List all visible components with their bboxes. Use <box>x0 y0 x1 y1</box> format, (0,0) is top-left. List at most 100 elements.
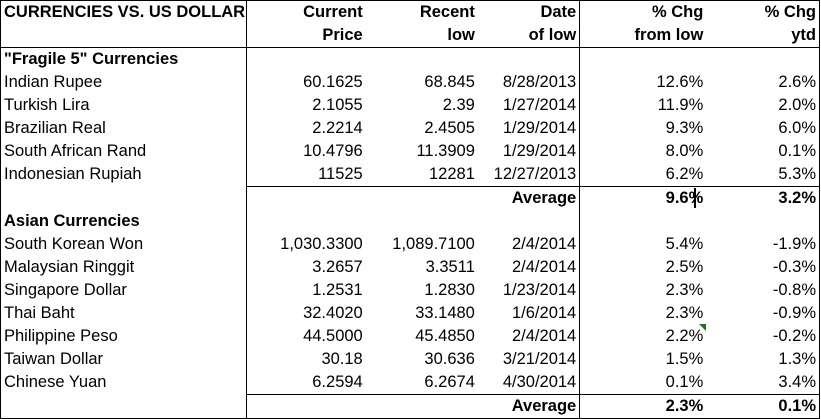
section-label-fragile[interactable]: "Fragile 5" Currencies <box>0 47 247 71</box>
header-date[interactable]: Date <box>477 0 580 24</box>
currency-name[interactable]: Indian Rupee <box>0 71 247 94</box>
recent-low[interactable]: 3.3511 <box>425 258 475 276</box>
blank-cell[interactable] <box>478 210 580 233</box>
pct-chg-from-low[interactable]: 11.9% <box>579 94 707 117</box>
fragile-average-chg-ytd[interactable]: 3.2% <box>706 186 821 210</box>
currency-name[interactable]: Singapore Dollar <box>0 279 247 302</box>
blank-cell[interactable] <box>706 210 821 233</box>
blank-cell[interactable] <box>478 48 580 72</box>
blank-cell[interactable] <box>706 47 821 71</box>
current-price[interactable]: 32.4020 <box>245 302 366 325</box>
current-price[interactable]: 3.2657 <box>245 256 366 279</box>
blank-cell[interactable] <box>0 186 247 210</box>
pct-chg-ytd[interactable]: 2.6% <box>706 71 821 94</box>
recent-low[interactable]: 2.39 <box>442 96 475 114</box>
current-price[interactable]: 6.2594 <box>245 371 366 395</box>
recent-low[interactable]: 68.845 <box>424 73 475 91</box>
date-of-low[interactable]: 8/28/2013 <box>502 73 577 91</box>
header-low[interactable]: low <box>365 24 478 48</box>
blank-cell[interactable] <box>579 47 707 71</box>
pct-chg-ytd[interactable]: 5.3% <box>706 163 821 187</box>
currency-name[interactable]: Thai Baht <box>0 302 247 325</box>
pct-chg-ytd[interactable]: 1.3% <box>706 348 821 371</box>
table-title[interactable]: CURRENCIES VS. US DOLLAR <box>0 0 247 24</box>
header-current[interactable]: Current <box>245 0 366 24</box>
recent-low[interactable]: 33.1480 <box>415 304 475 322</box>
blank-cell[interactable] <box>0 394 247 419</box>
blank-cell[interactable] <box>245 186 366 210</box>
pct-chg-from-low[interactable]: 2.3% <box>579 302 707 325</box>
date-of-low[interactable]: 12/27/2013 <box>493 165 577 183</box>
pct-chg-from-low[interactable]: 2.5% <box>579 256 707 279</box>
pct-chg-ytd[interactable]: -0.3% <box>706 256 821 279</box>
pct-chg-ytd[interactable]: 0.1% <box>706 140 821 163</box>
pct-chg-ytd[interactable]: 2.0% <box>706 94 821 117</box>
section-label-asian[interactable]: Asian Currencies <box>0 210 247 233</box>
pct-chg-from-low[interactable]: 8.0% <box>579 140 707 163</box>
currency-name[interactable]: South African Rand <box>0 140 247 163</box>
fragile-average-chg-low[interactable]: 9.6% <box>579 186 707 210</box>
currency-name[interactable]: South Korean Won <box>0 233 247 256</box>
recent-low[interactable]: 12281 <box>428 165 475 183</box>
currency-name[interactable]: Taiwan Dollar <box>0 348 247 371</box>
asian-average-label[interactable]: Average <box>477 394 580 419</box>
header-recent[interactable]: Recent <box>365 0 478 24</box>
header-of-low[interactable]: of low <box>477 24 580 48</box>
pct-chg-ytd[interactable]: -0.2% <box>706 325 821 348</box>
header-from-low[interactable]: from low <box>579 24 707 48</box>
pct-chg-from-low[interactable]: 2.2% <box>579 325 707 348</box>
currency-name[interactable]: Turkish Lira <box>0 94 247 117</box>
recent-low[interactable]: 6.2674 <box>424 373 475 391</box>
header-blank[interactable] <box>0 24 247 48</box>
currency-name[interactable]: Philippine Peso <box>0 325 247 348</box>
recent-low[interactable]: 1.2830 <box>424 281 475 299</box>
pct-chg-ytd[interactable]: -0.8% <box>706 279 821 302</box>
date-of-low[interactable]: 3/21/2014 <box>502 350 577 368</box>
pct-chg-ytd[interactable]: -0.9% <box>706 302 821 325</box>
current-price[interactable]: 11525 <box>245 163 366 187</box>
recent-low[interactable]: 11.3909 <box>416 142 475 160</box>
current-price[interactable]: 60.1625 <box>245 71 366 94</box>
blank-cell[interactable] <box>365 186 478 210</box>
blank-cell[interactable] <box>365 394 478 419</box>
current-price[interactable]: 44.5000 <box>245 325 366 348</box>
asian-average-chg-ytd[interactable]: 0.1% <box>706 394 821 419</box>
blank-cell[interactable] <box>245 47 366 71</box>
current-price[interactable]: 1.2531 <box>245 279 366 302</box>
blank-cell[interactable] <box>366 48 478 72</box>
header-chg-low[interactable]: % Chg <box>579 0 707 24</box>
currency-name[interactable]: Malaysian Ringgit <box>0 256 247 279</box>
blank-cell[interactable] <box>245 394 366 419</box>
recent-low[interactable]: 30.636 <box>424 350 475 368</box>
blank-cell[interactable] <box>245 210 366 233</box>
date-of-low[interactable]: 1/27/2014 <box>502 96 577 114</box>
pct-chg-from-low[interactable]: 12.6% <box>579 71 707 94</box>
current-price[interactable]: 10.4796 <box>245 140 366 163</box>
pct-chg-ytd[interactable]: 6.0% <box>706 117 821 140</box>
header-price[interactable]: Price <box>245 24 366 48</box>
pct-chg-ytd[interactable]: -1.9% <box>706 233 821 256</box>
recent-low[interactable]: 45.4850 <box>415 327 475 345</box>
pct-chg-from-low[interactable]: 0.1% <box>579 371 707 395</box>
asian-average-chg-low[interactable]: 2.3% <box>579 394 707 419</box>
date-of-low[interactable]: 1/29/2014 <box>502 119 577 137</box>
current-price[interactable]: 2.2214 <box>245 117 366 140</box>
current-price[interactable]: 1,030.3300 <box>245 233 366 256</box>
recent-low[interactable]: 1,089.7100 <box>392 235 475 253</box>
pct-chg-from-low[interactable]: 2.3% <box>579 279 707 302</box>
date-of-low[interactable]: 1/23/2014 <box>502 281 577 299</box>
date-of-low[interactable]: 2/4/2014 <box>512 258 577 276</box>
fragile-average-label[interactable]: Average <box>477 186 580 210</box>
pct-chg-from-low[interactable]: 9.3% <box>579 117 707 140</box>
pct-chg-from-low[interactable]: 5.4% <box>579 233 707 256</box>
pct-chg-ytd[interactable]: 3.4% <box>706 371 821 395</box>
pct-chg-from-low[interactable]: 6.2% <box>579 163 707 187</box>
blank-cell[interactable] <box>366 210 478 233</box>
blank-cell[interactable] <box>579 210 707 233</box>
current-price[interactable]: 2.1055 <box>245 94 366 117</box>
date-of-low[interactable]: 1/6/2014 <box>512 304 577 322</box>
date-of-low[interactable]: 4/30/2014 <box>502 373 577 391</box>
currency-name[interactable]: Chinese Yuan <box>0 371 247 395</box>
header-chg-ytd[interactable]: % Chg <box>706 0 821 24</box>
header-ytd[interactable]: ytd <box>706 24 821 48</box>
